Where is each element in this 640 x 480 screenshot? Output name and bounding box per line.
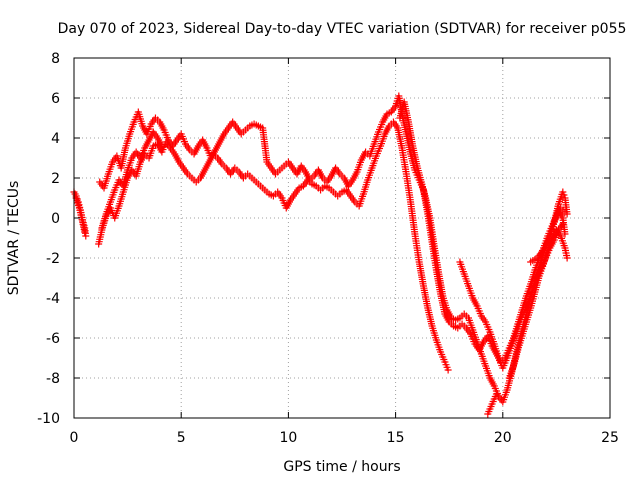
plot-frame bbox=[73, 57, 611, 419]
data-points bbox=[70, 92, 571, 418]
y-tick-label: -8 bbox=[46, 371, 60, 387]
chart-title: Day 070 of 2023, Sidereal Day-to-day VTE… bbox=[58, 21, 627, 37]
y-tick-label: -4 bbox=[46, 291, 60, 307]
y-tick-label: -2 bbox=[46, 251, 60, 267]
y-tick-label: 4 bbox=[51, 131, 60, 147]
data-point-marker bbox=[563, 254, 571, 262]
y-tick-label: 8 bbox=[51, 51, 60, 67]
y-tick-label: 6 bbox=[51, 91, 60, 107]
y-tick-label: 0 bbox=[51, 211, 60, 227]
y-tick-label: -10 bbox=[37, 411, 60, 427]
x-axis-label: GPS time / hours bbox=[283, 459, 400, 475]
y-tick-label: 2 bbox=[51, 171, 60, 187]
x-tick-label: 20 bbox=[494, 430, 512, 446]
x-tick-label: 10 bbox=[279, 430, 297, 446]
grid bbox=[74, 58, 610, 418]
data-point-marker bbox=[560, 191, 568, 199]
x-tick-label: 25 bbox=[601, 430, 619, 446]
y-axis-label: SDTVAR / TECUs bbox=[6, 181, 22, 296]
y-tick-label: -6 bbox=[46, 331, 60, 347]
data-point-marker bbox=[559, 188, 567, 196]
data-point-marker bbox=[82, 232, 90, 240]
data-point-marker bbox=[492, 390, 500, 398]
x-tick-label: 5 bbox=[177, 430, 186, 446]
axis-ticks: 0 5 10 15 20 25 -10 -8 -6 -4 -2 0 2 4 6 8 bbox=[37, 51, 619, 446]
x-tick-label: 0 bbox=[70, 430, 79, 446]
data-point-marker bbox=[81, 228, 89, 236]
data-point-marker bbox=[158, 142, 166, 150]
data-point-marker bbox=[563, 210, 571, 218]
data-point-marker bbox=[444, 366, 452, 374]
x-tick-label: 15 bbox=[387, 430, 405, 446]
